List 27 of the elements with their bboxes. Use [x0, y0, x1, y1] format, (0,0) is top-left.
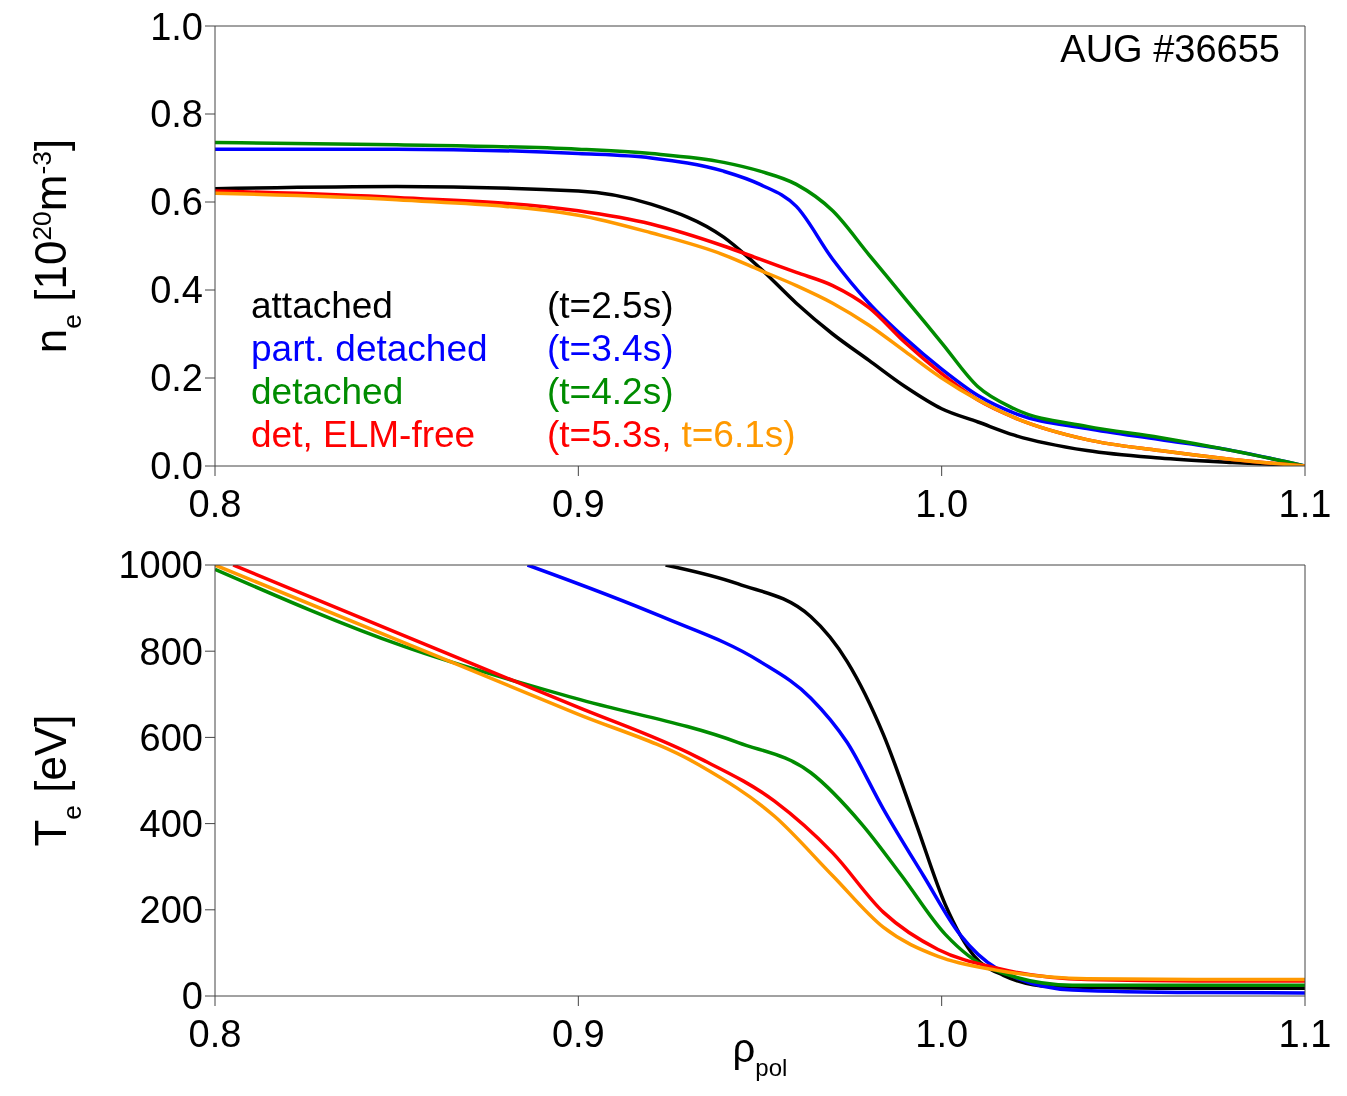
- y-tick-label: 1.0: [150, 5, 203, 48]
- y-tick-label: 0.4: [150, 269, 203, 312]
- annotation: (t=4.2s): [547, 370, 674, 413]
- x-tick-label: 0.9: [551, 1012, 605, 1055]
- x-tick-label: 1.1: [1278, 1012, 1332, 1055]
- text: attached: [251, 284, 394, 327]
- x-tick-label: 0.9: [551, 482, 605, 525]
- annotation: (t=2.5s): [547, 284, 674, 327]
- y-tick-label: 400: [139, 803, 203, 846]
- y-tick-label: 0.8: [150, 93, 203, 136]
- x-tick-label: 1.0: [915, 1012, 969, 1055]
- text: part. detached: [251, 327, 489, 370]
- annotation: (t=3.4s): [547, 327, 674, 370]
- y-tick-label: 0.2: [150, 357, 203, 400]
- text: det, ELM-free: [251, 413, 477, 456]
- text: t=6.1s): [681, 413, 796, 456]
- y-tick-label: 1000: [118, 544, 203, 587]
- annotation: (t=5.3s,: [547, 413, 672, 456]
- y-tick-label: 0.6: [150, 181, 203, 224]
- y-tick-label: 600: [139, 716, 203, 759]
- text: detached: [251, 370, 405, 413]
- x-tick-label: 1.1: [1278, 482, 1332, 525]
- y-tick-label: 200: [139, 889, 203, 932]
- x-tick-label: 1.0: [915, 482, 969, 525]
- y-tick-label: 800: [139, 630, 203, 673]
- x-axis-title: ρ$_{pol}$: [732, 1026, 788, 1081]
- annotation: AUG #36655: [1060, 28, 1280, 71]
